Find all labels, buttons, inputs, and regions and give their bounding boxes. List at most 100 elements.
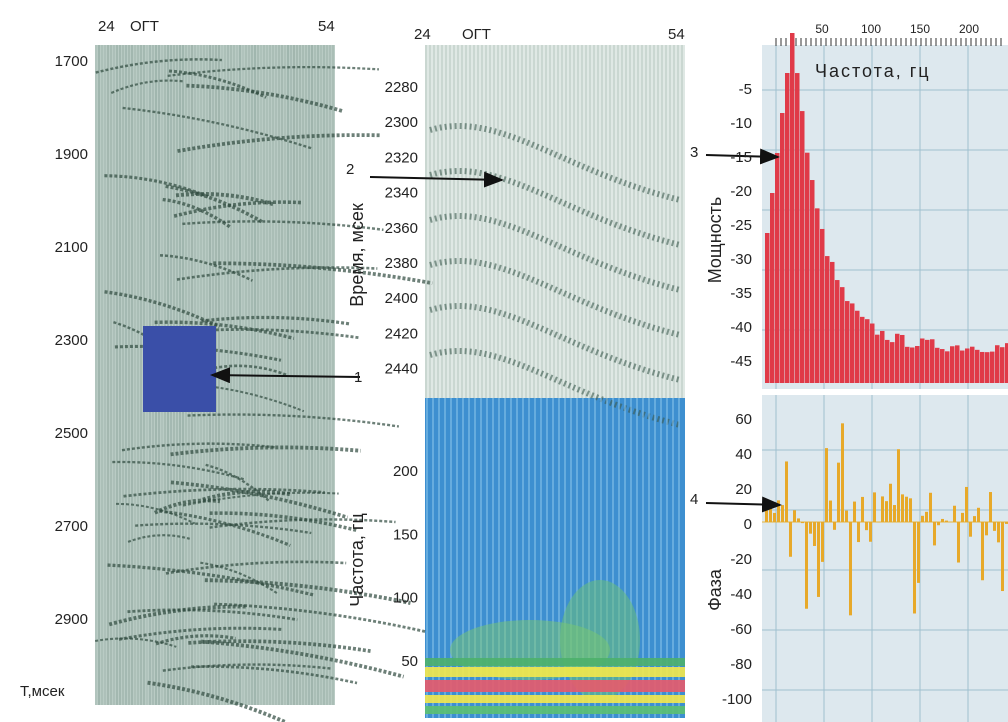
phase-bar: [821, 522, 824, 562]
reflector: [104, 290, 221, 329]
tick-label: -20: [730, 551, 752, 568]
phase-bar: [801, 522, 804, 524]
textures: [94, 33, 1008, 722]
phase-bar: [1001, 522, 1004, 592]
phase-bar: [769, 505, 772, 522]
phase-bar: [885, 501, 888, 522]
arrow-2: [369, 171, 504, 188]
power-bar: [875, 334, 880, 383]
power-bar: [970, 346, 975, 383]
reflector: [429, 258, 681, 338]
phase-bar: [961, 512, 964, 522]
tick-label: -100: [722, 691, 752, 708]
power-bar: [985, 352, 990, 383]
phase-bar: [797, 518, 800, 522]
phase-bar: [921, 515, 924, 522]
reflector: [201, 315, 352, 326]
reflector: [122, 106, 313, 150]
reflector: [162, 663, 332, 672]
reflector: [170, 445, 361, 457]
power-bar: [1005, 343, 1008, 383]
tick-label: 100: [393, 590, 418, 607]
phase-bar: [773, 512, 776, 522]
power-bar: [870, 323, 875, 383]
x-start: 24: [414, 26, 431, 43]
power-bar: [805, 152, 810, 383]
reflector: [110, 79, 185, 94]
power-bar: [980, 351, 985, 383]
phase-bar: [925, 511, 928, 522]
phase-bar: [873, 492, 876, 522]
reflector: [147, 680, 287, 722]
power-bar: [975, 349, 980, 383]
reflector: [162, 197, 233, 230]
power-bar: [940, 349, 945, 383]
power-bar: [955, 345, 960, 383]
phase-bar: [857, 522, 860, 543]
backgrounds: [95, 45, 1008, 722]
phase-bar: [829, 500, 832, 522]
marker-1: 1: [354, 369, 362, 386]
power-bar: [960, 350, 965, 383]
tick-label: 2100: [55, 239, 88, 256]
phase-bar: [893, 505, 896, 522]
phase-bar: [997, 522, 1000, 543]
reflector: [107, 563, 315, 597]
power-bar: [845, 301, 850, 383]
tick-label: -5: [739, 81, 752, 98]
x-start: 24: [98, 18, 115, 35]
phase-bar: [937, 522, 940, 526]
tick-label: 2700: [55, 518, 88, 535]
reflector: [112, 460, 246, 481]
tick-label: -45: [730, 353, 752, 370]
reflector: [188, 639, 371, 653]
phase-bar: [793, 510, 796, 522]
phase-bar: [909, 498, 912, 522]
power-bar: [860, 316, 865, 383]
phase-bar: [989, 492, 992, 522]
phase-bar: [969, 522, 972, 537]
tick-label: -40: [730, 319, 752, 336]
reflector: [213, 261, 433, 286]
tick-label: 60: [735, 411, 752, 428]
phase-bar: [897, 449, 900, 522]
tick-label: -30: [730, 251, 752, 268]
tick-label: 2420: [385, 325, 418, 342]
power-bar: [900, 334, 905, 383]
reflector: [186, 83, 344, 113]
tick-label: -40: [730, 586, 752, 603]
power-bar: [895, 333, 900, 383]
reflector: [116, 502, 196, 525]
phase-bar: [941, 518, 944, 522]
tick-label: 2300: [385, 114, 418, 131]
power-axis-title: Мощность: [705, 197, 725, 284]
x-end: 54: [318, 18, 335, 35]
power-bar: [915, 346, 920, 383]
reflector: [135, 522, 312, 535]
phase-bar: [869, 522, 872, 542]
reflector: [209, 518, 396, 529]
power-bar: [825, 256, 830, 383]
phase-bar: [833, 522, 836, 530]
arrow-4: [705, 496, 782, 513]
phase-bar: [845, 510, 848, 522]
reflector: [170, 480, 349, 520]
reflector: [429, 303, 681, 383]
reflector: [123, 487, 325, 498]
time-axis-title: Время, мсек: [347, 203, 367, 307]
reflector: [104, 174, 209, 198]
power-bar: [965, 348, 970, 383]
phase-bar: [777, 500, 780, 522]
reflector: [205, 463, 270, 502]
tick-label: 2440: [385, 361, 418, 378]
phase-bar: [853, 501, 856, 522]
tick-label: 2300: [55, 332, 88, 349]
phase-bar: [905, 496, 908, 522]
phase-bar: [781, 505, 784, 522]
phase-bar: [789, 522, 792, 557]
power-bar: [810, 180, 815, 383]
power-bar: [990, 351, 995, 383]
phase-bar: [973, 516, 976, 522]
tick-label: 2360: [385, 220, 418, 237]
